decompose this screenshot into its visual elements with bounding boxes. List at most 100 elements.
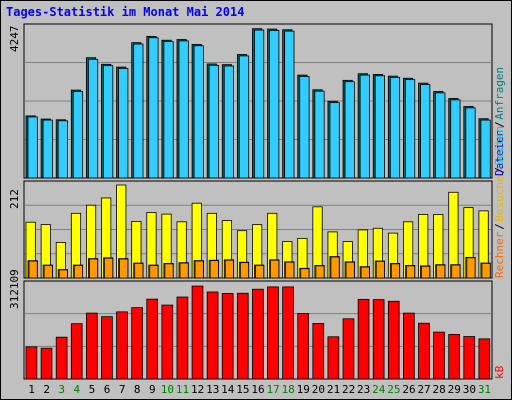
- legend-label-anfragen: Anfragen: [493, 67, 506, 120]
- bar-rechner: [270, 259, 280, 279]
- x-tick-label: 2: [43, 383, 50, 396]
- x-tick-label: 11: [176, 383, 189, 396]
- bar-kb: [252, 288, 264, 380]
- bar-kb: [116, 311, 128, 380]
- bar-dateien: [284, 30, 295, 179]
- bar-rechner: [73, 265, 83, 279]
- x-tick-label: 3: [58, 383, 65, 396]
- bar-kb: [297, 313, 310, 380]
- bar-kb: [387, 300, 400, 380]
- bar-dateien: [72, 91, 84, 179]
- x-tick-label: 27: [417, 383, 430, 396]
- bar-dateien: [269, 30, 280, 179]
- bar-dateien: [299, 76, 310, 179]
- x-tick-label: 16: [251, 383, 264, 396]
- bar-rechner: [421, 265, 431, 279]
- bar-dateien: [193, 45, 204, 179]
- x-tick-label: 22: [342, 383, 355, 396]
- bar-kb: [448, 334, 460, 380]
- x-tick-label: 5: [89, 383, 96, 396]
- x-tick-label: 25: [387, 383, 400, 396]
- bar-kb: [372, 299, 385, 380]
- bar-dateien: [344, 81, 355, 179]
- bar-kb: [433, 331, 445, 380]
- bar-rechner: [255, 265, 265, 279]
- legend-label-kb: kB: [493, 365, 506, 379]
- bar-rechner: [119, 258, 129, 279]
- bar-rechner: [209, 260, 219, 279]
- bar-rechner: [406, 265, 416, 279]
- bar-dateien: [103, 65, 114, 179]
- bar-dateien: [420, 84, 431, 179]
- bar-rechner: [28, 260, 38, 279]
- x-tick-label: 1: [28, 383, 35, 396]
- bar-kb: [55, 336, 68, 380]
- y-axis-max-label-top: 4247: [8, 26, 21, 53]
- y-axis-max-label-middle: 212: [8, 189, 21, 209]
- bar-kb: [403, 312, 415, 380]
- x-tick-label: 12: [191, 383, 204, 396]
- x-tick-label: 28: [433, 383, 446, 396]
- bar-kb: [206, 291, 219, 380]
- bar-rechner: [104, 257, 114, 279]
- bar-kb: [40, 347, 53, 380]
- bar-rechner: [134, 263, 144, 279]
- x-tick-label: 7: [119, 383, 126, 396]
- bar-dateien: [208, 64, 219, 179]
- bar-dateien: [450, 99, 461, 179]
- bar-rechner: [179, 262, 189, 279]
- bar-rechner: [481, 263, 491, 279]
- x-tick-label: 29: [448, 383, 461, 396]
- legend-label-dateien: Dateien: [493, 130, 506, 176]
- bar-rechner: [330, 256, 340, 279]
- bar-dateien: [148, 37, 159, 179]
- x-tick-label: 21: [327, 383, 340, 396]
- bar-kb: [463, 336, 476, 380]
- bar-rechner: [239, 262, 250, 279]
- bar-kb: [176, 296, 189, 380]
- bar-rechner: [345, 261, 355, 279]
- x-tick-label: 14: [221, 383, 235, 396]
- legend-label-rechner: Rechner: [493, 231, 506, 278]
- bar-kb: [478, 338, 491, 380]
- bar-kb: [85, 312, 98, 380]
- bar-rechner: [285, 261, 295, 279]
- bar-kb: [327, 336, 340, 380]
- bar-dateien: [163, 41, 174, 179]
- x-tick-label: 24: [372, 383, 386, 396]
- bar-dateien: [435, 92, 446, 179]
- bar-dateien: [42, 119, 53, 179]
- x-tick-label: 23: [357, 383, 370, 396]
- x-tick-label: 17: [266, 383, 279, 396]
- bar-dateien: [314, 90, 325, 179]
- x-tick-label: 13: [206, 383, 219, 396]
- x-tick-label: 6: [104, 383, 111, 396]
- bar-kb: [131, 307, 143, 380]
- bar-dateien: [329, 102, 340, 179]
- bar-rechner: [375, 261, 385, 279]
- bar-dateien: [389, 77, 401, 179]
- bar-rechner: [58, 269, 68, 279]
- bar-rechner: [390, 263, 401, 279]
- bar-rechner: [164, 263, 174, 279]
- bar-dateien: [223, 65, 235, 179]
- bar-dateien: [133, 43, 144, 179]
- bar-kb: [342, 318, 355, 380]
- x-tick-label: 15: [236, 383, 249, 396]
- chart-title: Tages-Statistik im Monat Mai 2014: [6, 5, 244, 19]
- x-tick-label: 26: [402, 383, 415, 396]
- x-tick-label: 19: [297, 383, 310, 396]
- bar-dateien: [465, 107, 476, 179]
- bar-kb: [267, 286, 279, 380]
- x-tick-label: 30: [463, 383, 476, 396]
- bar-dateien: [480, 119, 491, 179]
- bar-kb: [191, 285, 204, 380]
- legend-label-seiten: Seiten: [493, 126, 506, 166]
- bar-rechner: [43, 265, 53, 279]
- bar-kb: [282, 286, 294, 380]
- legend-separator: /: [493, 167, 506, 174]
- bar-kb: [236, 292, 249, 380]
- legend-separator: /: [493, 223, 506, 230]
- x-tick-label: 31: [478, 383, 491, 396]
- bar-dateien: [118, 68, 129, 179]
